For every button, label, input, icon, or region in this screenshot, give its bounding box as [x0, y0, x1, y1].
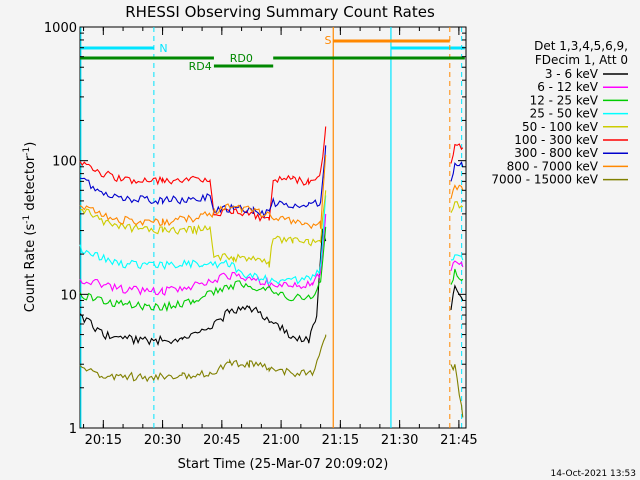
y-label-sup2: -1: [22, 147, 32, 156]
y-label-part3: ): [23, 142, 38, 147]
x-tick-label: 20:15: [85, 433, 122, 448]
x-tick-label: 21:30: [381, 433, 418, 448]
series-line-1: [79, 213, 464, 296]
night-label: N: [159, 42, 167, 55]
series-line-4: [79, 190, 464, 268]
legend: Det 1,3,4,5,6,9, FDecim 1, Att 0 3 - 6 k…: [491, 39, 628, 187]
x-tick-label: 20:30: [144, 433, 181, 448]
series-line-5: [79, 126, 464, 223]
x-axis-label: Start Time (25-Mar-07 20:09:02): [178, 457, 389, 472]
x-tick-label: 21:00: [262, 433, 299, 448]
series-line-6: [79, 145, 464, 218]
series-line-3: [79, 195, 464, 285]
y-tick-label: 1: [69, 422, 77, 437]
legend-entry-6: 300 - 800 keV: [514, 146, 598, 160]
legend-entry-0: 3 - 6 keV: [545, 67, 599, 81]
series-line-0: [79, 228, 464, 346]
rd4-label: RD4: [189, 60, 212, 73]
legend-entry-3: 25 - 50 keV: [530, 107, 599, 121]
legend-header-line1: Det 1,3,4,5,6,9,: [534, 39, 628, 53]
x-tick-label: 20:45: [203, 433, 240, 448]
x-tick-label: 21:45: [440, 433, 477, 448]
series-lines: [79, 126, 464, 418]
legend-entry-2: 12 - 25 keV: [530, 93, 599, 107]
chart-title: RHESSI Observing Summary Count Rates: [125, 3, 435, 21]
saa-label: S: [325, 34, 332, 47]
legend-entry-8: 7000 - 15000 keV: [491, 173, 598, 187]
series-line-8: [79, 334, 464, 418]
x-tick-label: 21:15: [322, 433, 359, 448]
orbit-markers: N S RD0 RD4: [80, 27, 465, 428]
legend-entry-7: 800 - 7000 keV: [507, 159, 599, 173]
legend-entry-4: 50 - 100 keV: [522, 120, 599, 134]
legend-entry-5: 100 - 300 keV: [514, 133, 598, 147]
y-label-part2: detector: [23, 155, 38, 215]
y-tick-label: 10: [60, 288, 77, 303]
plot-area: [79, 26, 467, 429]
y-tick-label: 100: [52, 155, 77, 170]
y-label-part1: Count Rate (s: [23, 224, 38, 313]
y-axis-label: Count Rate (s-1 detector-1): [22, 142, 38, 313]
y-tick-label: 1000: [44, 21, 77, 36]
footer-timestamp: 14-Oct-2021 13:53: [551, 469, 636, 479]
series-line-2: [79, 226, 464, 313]
legend-entry-1: 6 - 12 keV: [537, 80, 599, 94]
series-line-7: [79, 155, 464, 230]
y-label-sup1: -1: [22, 215, 32, 224]
rd0-label: RD0: [230, 52, 253, 65]
axis-ticks: 20:15 20:30 20:45 21:00 21:15 21:30 21:45 1 10 10…: [44, 21, 478, 448]
legend-header-line2: FDecim 1, Att 0: [535, 53, 628, 67]
plot-frame: [79, 26, 467, 429]
